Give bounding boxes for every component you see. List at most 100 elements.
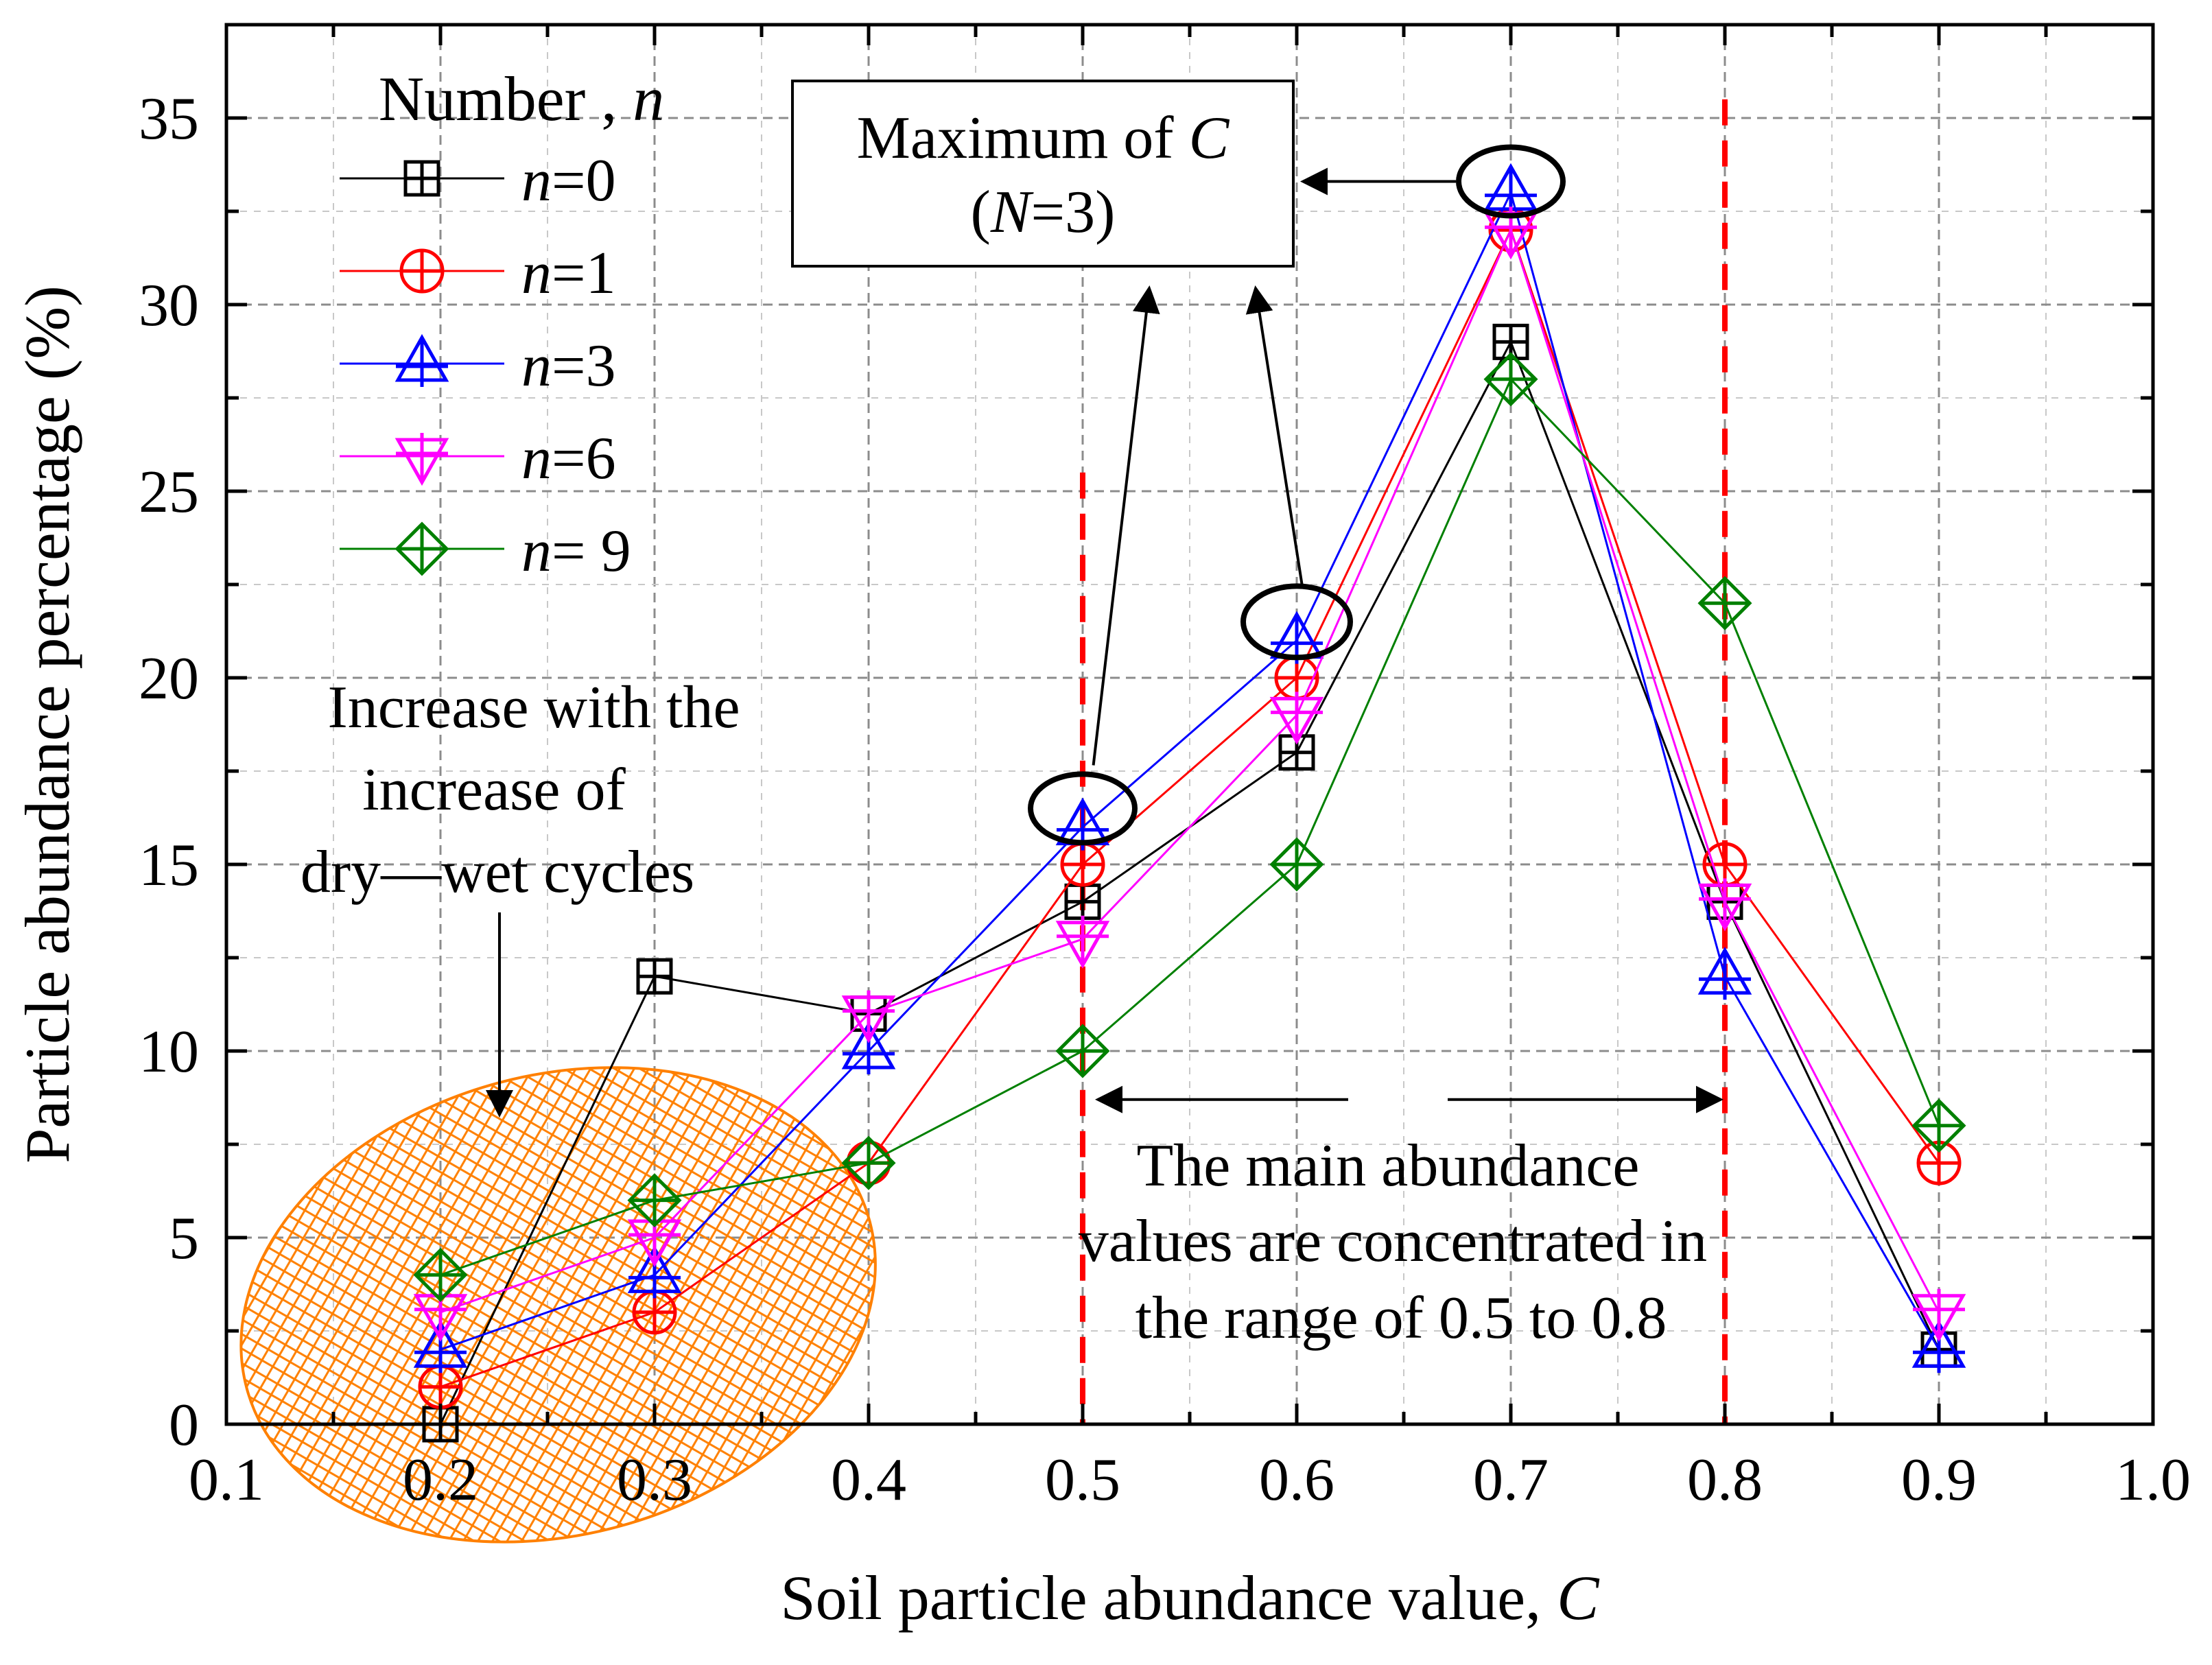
- marker-cross: [1066, 885, 1099, 919]
- marker-cross: [1486, 354, 1536, 404]
- data-point: [1697, 576, 1752, 630]
- range-note-line3: the range of 0.5 to 0.8: [1136, 1285, 1667, 1351]
- y-tick-label: 15: [139, 832, 199, 899]
- annotations: Maximum of C (N=3) Increase with the increa…: [301, 80, 1723, 1351]
- marker-cross: [1062, 844, 1103, 885]
- y-tick-label: 25: [139, 459, 199, 526]
- marker-cross: [1914, 1100, 1964, 1150]
- arrow-from-0.5: [1092, 285, 1160, 766]
- crosshatch-ellipse: [239, 1066, 877, 1544]
- data-point: [841, 1135, 896, 1190]
- data-series: [413, 163, 1966, 1443]
- marker-cross: [1276, 657, 1317, 698]
- data-point: [1911, 1098, 1966, 1153]
- data-point: [636, 958, 673, 995]
- series-line: [440, 226, 1940, 1314]
- data-point: [841, 990, 896, 1043]
- marker-cross: [1057, 915, 1109, 965]
- x-tick-label: 0.8: [1687, 1447, 1763, 1513]
- marker-cross: [420, 1366, 461, 1408]
- legend-title: Number , n: [379, 64, 664, 134]
- increase-note-line2: increase of: [362, 757, 626, 823]
- maximum-box-line1: Maximum of C: [857, 105, 1230, 172]
- range-note-line2: values are concentrated in: [1079, 1208, 1707, 1275]
- legend-label: n=0: [521, 147, 616, 214]
- marker-cross: [405, 162, 438, 195]
- data-point: [403, 160, 440, 197]
- legend-label: n=6: [521, 425, 616, 492]
- data-point: [1064, 883, 1101, 920]
- data-point: [627, 1173, 682, 1228]
- y-tick-label: 5: [169, 1205, 199, 1272]
- data-point: [1269, 837, 1324, 892]
- x-tick-label: 0.1: [189, 1447, 264, 1513]
- marker-cross: [1272, 840, 1321, 889]
- marker-cross: [396, 338, 448, 387]
- x-tick-label: 0.4: [831, 1447, 906, 1513]
- marker-cross: [634, 1291, 675, 1333]
- legend: Number , n n=0 n=1 n=3 n=6 n= 9: [340, 64, 664, 584]
- x-tick-label: 0.2: [403, 1447, 478, 1513]
- legend-label: n=1: [521, 240, 616, 307]
- data-point: [413, 1247, 468, 1302]
- y-tick-label: 30: [139, 272, 199, 339]
- marker-cross: [1271, 692, 1323, 742]
- legend-label: n= 9: [521, 518, 631, 584]
- marker-cross: [1058, 1026, 1107, 1076]
- highlight-ellipse: [1456, 144, 1566, 219]
- series-line: [440, 189, 1940, 1351]
- data-point: [1055, 1024, 1110, 1078]
- data-point: [1911, 1288, 1966, 1342]
- highlight-area: [239, 1066, 877, 1544]
- axes: 0.1 0.2 0.3 0.4 0.5 0.6 0.7 0.8 0.9 1.0 0 5 10 15 20 25…: [12, 23, 2191, 1633]
- marker-cross: [844, 1138, 893, 1188]
- series-n-3: [413, 163, 1966, 1373]
- series-line: [440, 227, 1940, 1389]
- data-point: [1697, 947, 1752, 1000]
- increase-note-line1: Increase with the: [327, 674, 740, 741]
- highlight-ellipse: [1240, 583, 1353, 661]
- y-axis-title: Particle abundance percentage (%): [12, 285, 82, 1164]
- marker-cross: [397, 524, 447, 574]
- x-tick-label: 0.7: [1473, 1447, 1549, 1513]
- marker-cross: [396, 433, 448, 482]
- x-axis-title: Soil particle abundance value, C: [780, 1563, 1600, 1633]
- data-point: [1697, 878, 1752, 932]
- marker-cross: [1699, 878, 1751, 928]
- data-point: [399, 248, 445, 294]
- y-tick-label: 35: [139, 86, 199, 152]
- data-point: [1055, 915, 1110, 969]
- marker-cross: [638, 960, 671, 993]
- data-point: [1483, 352, 1538, 407]
- marker-cross: [1700, 578, 1750, 628]
- marker-cross: [401, 250, 443, 292]
- series-n-9: [413, 352, 1966, 1302]
- range-note-line1: The main abundance: [1136, 1133, 1639, 1199]
- increase-note-line3: dry—wet cycles: [301, 839, 694, 906]
- legend-label: n=3: [521, 333, 616, 399]
- marker-cross: [843, 990, 895, 1040]
- y-tick-label: 20: [139, 646, 199, 712]
- arrow-from-0.6: [1245, 285, 1304, 587]
- series-line: [440, 377, 1940, 1276]
- data-point: [395, 521, 449, 576]
- x-tick-label: 0.5: [1045, 1447, 1120, 1513]
- y-tick-label: 10: [139, 1019, 199, 1085]
- maximum-box: [791, 80, 1295, 268]
- marker-cross: [1913, 1288, 1965, 1338]
- marker-cross: [416, 1250, 465, 1300]
- data-point: [395, 433, 449, 486]
- x-tick-label: 1.0: [2115, 1447, 2191, 1513]
- x-tick-label: 0.9: [1901, 1447, 1977, 1513]
- data-point: [395, 333, 449, 387]
- y-tick-label: 0: [169, 1392, 199, 1459]
- maximum-box-line2: (N=3): [971, 179, 1116, 246]
- marker-cross: [1699, 950, 1751, 1000]
- marker-cross: [1704, 844, 1745, 885]
- marker-cross: [630, 1175, 679, 1225]
- x-tick-label: 0.6: [1259, 1447, 1334, 1513]
- highlight-ellipse: [1028, 771, 1138, 846]
- data-point: [1269, 692, 1324, 745]
